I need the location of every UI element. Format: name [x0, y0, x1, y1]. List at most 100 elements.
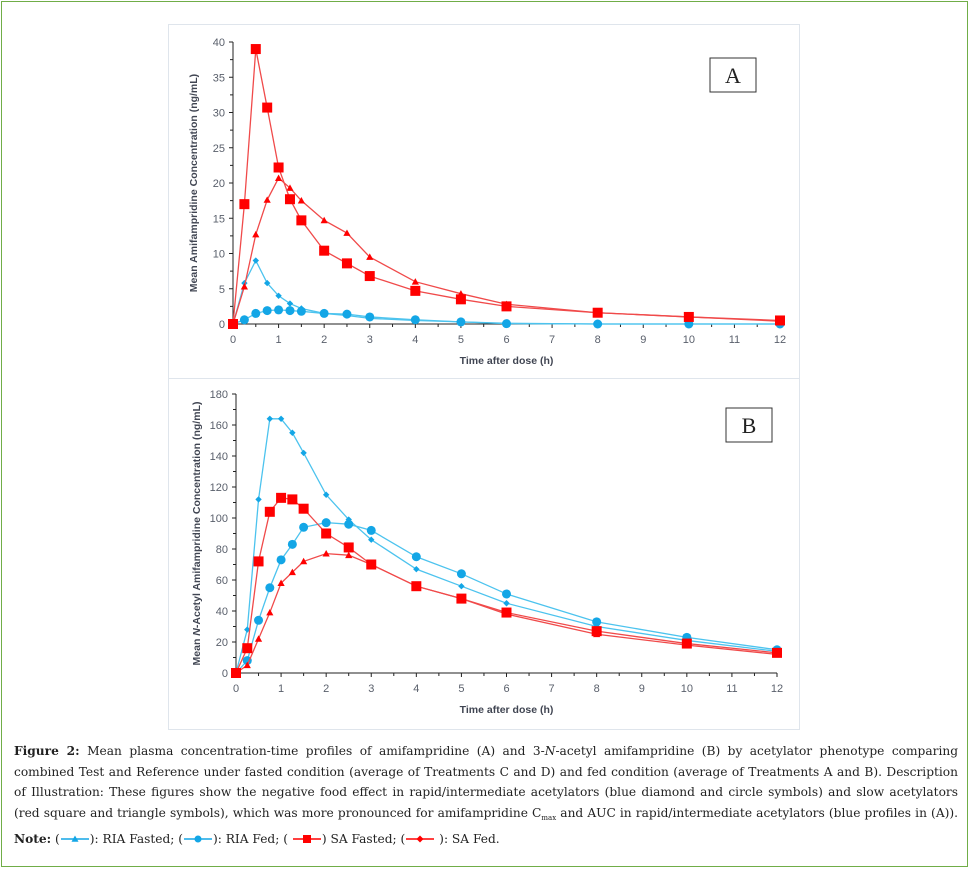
data-point [274, 305, 284, 315]
data-point [273, 162, 284, 173]
series-ria-fasted [232, 415, 781, 677]
data-point [458, 583, 465, 590]
data-point [300, 557, 308, 565]
data-point [243, 661, 251, 669]
x-tick-label: 7 [549, 334, 555, 346]
x-tick-label: 1 [276, 334, 282, 346]
data-point [253, 556, 264, 567]
series-sa-fasted [228, 44, 785, 329]
data-point [276, 492, 287, 503]
caption-legend: (): RIA Fasted; (): RIA Fed; ( ) SA Fast… [51, 831, 500, 846]
x-tick-label: 10 [683, 334, 695, 346]
data-point [285, 306, 295, 316]
x-tick-label: 3 [367, 334, 373, 346]
data-point [366, 525, 376, 535]
panel-label: B [742, 413, 757, 438]
x-tick-label: 12 [771, 683, 783, 695]
data-point [364, 271, 375, 282]
legend-marker [416, 835, 424, 843]
legend-label: ): RIA Fasted; [89, 831, 175, 846]
y-tick-label: 60 [216, 575, 228, 587]
legend-diamond-icon [406, 835, 435, 843]
y-tick-label: 40 [213, 37, 225, 49]
x-tick-label: 4 [412, 334, 418, 346]
x-tick-label: 8 [594, 683, 600, 695]
y-axis-title: Mean N-Acetyl Amifampridine Concentratio… [191, 402, 203, 666]
x-tick-label: 6 [503, 334, 509, 346]
chart-panel-a: 0 5 10 15 20 25 30 35 40 0 1 2 3 4 5 6 7 8 9 10 11 12 Time aft… [168, 24, 800, 379]
y-tick-label: 40 [216, 606, 228, 618]
x-tick-label: 1 [278, 683, 284, 695]
y-tick-label: 5 [219, 284, 225, 296]
y-tick-label: 30 [213, 108, 225, 120]
legend-prefix: ( [51, 831, 60, 846]
legend-marker [194, 835, 202, 843]
series-line [232, 177, 781, 325]
data-point [296, 215, 307, 226]
legend-square-icon [292, 835, 321, 844]
data-point [772, 647, 782, 658]
data-point [251, 308, 261, 318]
data-point [266, 608, 274, 616]
y-tick-label: 140 [210, 451, 228, 463]
data-point [265, 583, 275, 593]
data-point [288, 568, 296, 576]
series-line [235, 497, 778, 674]
legend-prefix: ( [174, 831, 184, 846]
y-tick-label: 80 [216, 544, 228, 556]
data-point [342, 309, 352, 319]
data-point [262, 102, 273, 113]
x-axis-title: Time after dose (h) [460, 355, 554, 367]
data-point [503, 600, 510, 607]
data-point [366, 253, 374, 260]
data-point [456, 317, 466, 327]
data-point [255, 496, 262, 503]
x-tick-label: 7 [549, 683, 555, 695]
x-tick-label: 3 [368, 683, 374, 695]
data-point [593, 319, 603, 329]
data-point [289, 429, 296, 436]
legend-marker [71, 835, 79, 843]
data-point [502, 319, 511, 329]
y-axis-title-part: -Acetyl Amifampridine Concentration (ng/… [191, 402, 203, 629]
data-point [775, 315, 785, 326]
y-tick-label: 180 [210, 389, 228, 401]
y-axis-title: Mean Amifampridine Concentration (ng/mL) [188, 74, 200, 292]
data-point [321, 528, 332, 539]
x-tick-label: 2 [323, 683, 329, 695]
y-axis-title-part: Mean [191, 636, 203, 666]
y-axis-title-part: N [191, 628, 203, 636]
data-point [275, 292, 282, 299]
series-line [235, 552, 778, 674]
note-label: Note: [14, 831, 52, 846]
legend-marker [302, 835, 311, 844]
series-ria-fed [228, 305, 785, 329]
series-line [232, 48, 781, 325]
data-point [411, 278, 419, 285]
legend-prefix: ( [396, 831, 406, 846]
y-tick-label: 160 [210, 420, 228, 432]
data-point [411, 581, 422, 592]
x-tick-label: 5 [458, 683, 464, 695]
data-point [683, 311, 694, 322]
data-point [277, 579, 285, 586]
y-tick-label: 20 [216, 637, 228, 649]
data-point [262, 306, 272, 316]
data-point [344, 519, 354, 529]
data-point [252, 230, 260, 238]
caption-cmax-subscript: max [541, 814, 557, 823]
y-tick-label: 20 [213, 178, 225, 190]
caption-italic-n: N [544, 744, 556, 758]
x-tick-label: 9 [640, 334, 646, 346]
y-tick-label: 15 [213, 213, 225, 225]
data-point [592, 617, 602, 627]
x-tick-label: 11 [729, 334, 740, 346]
x-tick-label: 2 [321, 334, 327, 346]
data-point [228, 319, 238, 329]
data-point [274, 174, 283, 181]
data-point [410, 285, 421, 296]
data-point [254, 635, 263, 642]
caption-text-3: and AUC in rapid/intermediate acetylator… [556, 806, 959, 821]
data-point [254, 615, 264, 625]
